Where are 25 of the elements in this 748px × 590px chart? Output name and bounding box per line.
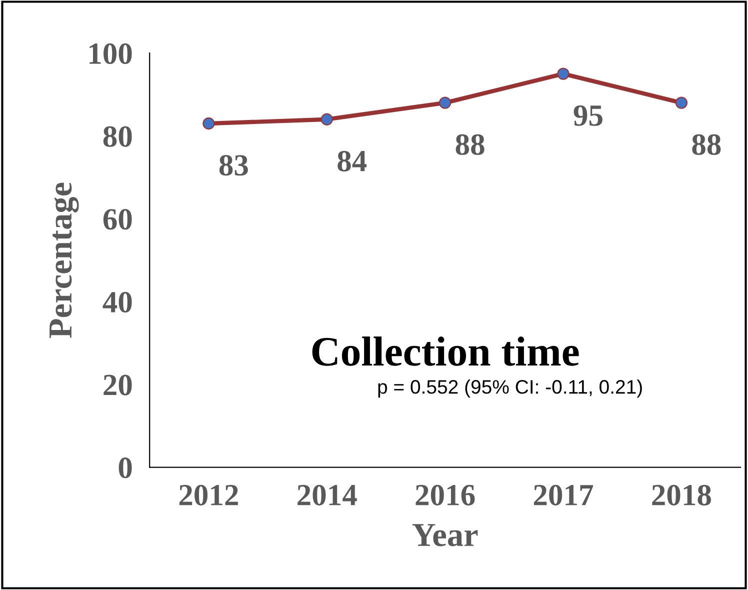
data-label: 83 — [219, 154, 248, 176]
annotation: p = 0.552 (95% CI: -0.11, 0.21) — [378, 380, 642, 398]
data-label: 95 — [574, 105, 602, 126]
y-axis-title: Percentage — [50, 182, 79, 338]
x-tick-label: 2018 — [652, 484, 711, 506]
data-label: 84 — [338, 150, 367, 172]
y-tick-label: 40 — [102, 292, 132, 313]
point — [557, 68, 570, 80]
point — [675, 96, 688, 109]
y-tick-label: 100 — [90, 43, 132, 64]
y-tick-label: 20 — [104, 374, 132, 396]
x-tick-label: 2016 — [416, 484, 475, 506]
x-tick-label: 2014 — [298, 484, 357, 506]
y-tick-label: 80 — [103, 126, 132, 147]
x-tick-label: 2012 — [179, 484, 238, 506]
y-tick-label: 0 — [118, 458, 132, 478]
point — [202, 117, 215, 130]
point — [438, 96, 452, 109]
data-label: 88 — [456, 134, 484, 155]
point — [320, 113, 333, 126]
x-axis-title: Year — [412, 524, 478, 546]
text: Collection time — [312, 336, 579, 366]
y-tick-label: 60 — [103, 209, 132, 230]
data-label: 88 — [692, 134, 721, 155]
x-tick-label: 2017 — [534, 484, 594, 506]
